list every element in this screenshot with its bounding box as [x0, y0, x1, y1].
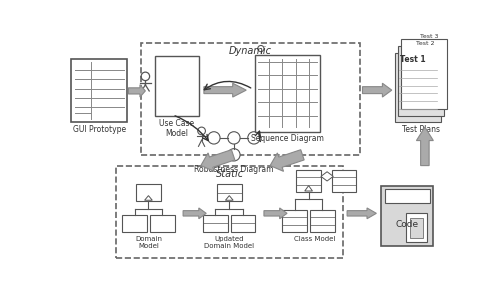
- Ellipse shape: [161, 92, 193, 103]
- Bar: [72, 59, 127, 123]
- Text: Static: Static: [216, 169, 244, 179]
- Bar: [122, 215, 147, 232]
- Bar: [385, 189, 430, 203]
- Text: Dynamic: Dynamic: [229, 46, 272, 56]
- Circle shape: [228, 132, 240, 144]
- Polygon shape: [226, 196, 233, 200]
- Bar: [217, 184, 242, 201]
- Polygon shape: [128, 85, 146, 97]
- Text: Test Plans: Test Plans: [402, 125, 440, 134]
- Bar: [254, 55, 320, 132]
- Polygon shape: [204, 83, 246, 97]
- Text: Code: Code: [396, 220, 418, 230]
- Text: Robustness Diagram: Robustness Diagram: [194, 165, 274, 174]
- Polygon shape: [201, 150, 235, 171]
- Polygon shape: [270, 150, 304, 171]
- Text: Use Case
Model: Use Case Model: [160, 119, 194, 138]
- Text: Test 2: Test 2: [416, 41, 434, 46]
- Text: Test 3: Test 3: [420, 34, 439, 39]
- Bar: [273, 69, 313, 115]
- Ellipse shape: [161, 79, 193, 89]
- Text: GUI Prototype: GUI Prototype: [72, 125, 126, 134]
- Circle shape: [208, 132, 220, 144]
- Polygon shape: [321, 172, 333, 181]
- Circle shape: [248, 132, 260, 144]
- Bar: [296, 170, 321, 192]
- Polygon shape: [305, 186, 312, 191]
- Bar: [406, 213, 427, 242]
- Bar: [154, 56, 200, 116]
- Circle shape: [228, 149, 240, 161]
- Bar: [401, 39, 447, 109]
- Text: Sequence Diagram: Sequence Diagram: [251, 134, 324, 143]
- Polygon shape: [144, 196, 152, 200]
- Bar: [381, 186, 434, 246]
- Bar: [398, 46, 444, 116]
- Polygon shape: [347, 208, 376, 219]
- Bar: [282, 210, 307, 232]
- Polygon shape: [416, 127, 434, 165]
- Polygon shape: [183, 208, 206, 219]
- Bar: [395, 53, 441, 123]
- Bar: [136, 184, 161, 201]
- Bar: [203, 215, 228, 232]
- Ellipse shape: [161, 65, 193, 76]
- Text: Domain
Model: Domain Model: [135, 236, 162, 249]
- Bar: [150, 215, 174, 232]
- Bar: [310, 210, 335, 232]
- Text: Test 1: Test 1: [400, 55, 426, 64]
- Polygon shape: [362, 83, 392, 97]
- Bar: [332, 170, 356, 192]
- Text: Class Model: Class Model: [294, 236, 336, 243]
- Bar: [116, 165, 344, 258]
- Bar: [231, 215, 256, 232]
- Polygon shape: [264, 208, 287, 219]
- Bar: [141, 43, 360, 155]
- Bar: [410, 218, 422, 238]
- Text: Updated
Domain Model: Updated Domain Model: [204, 236, 254, 249]
